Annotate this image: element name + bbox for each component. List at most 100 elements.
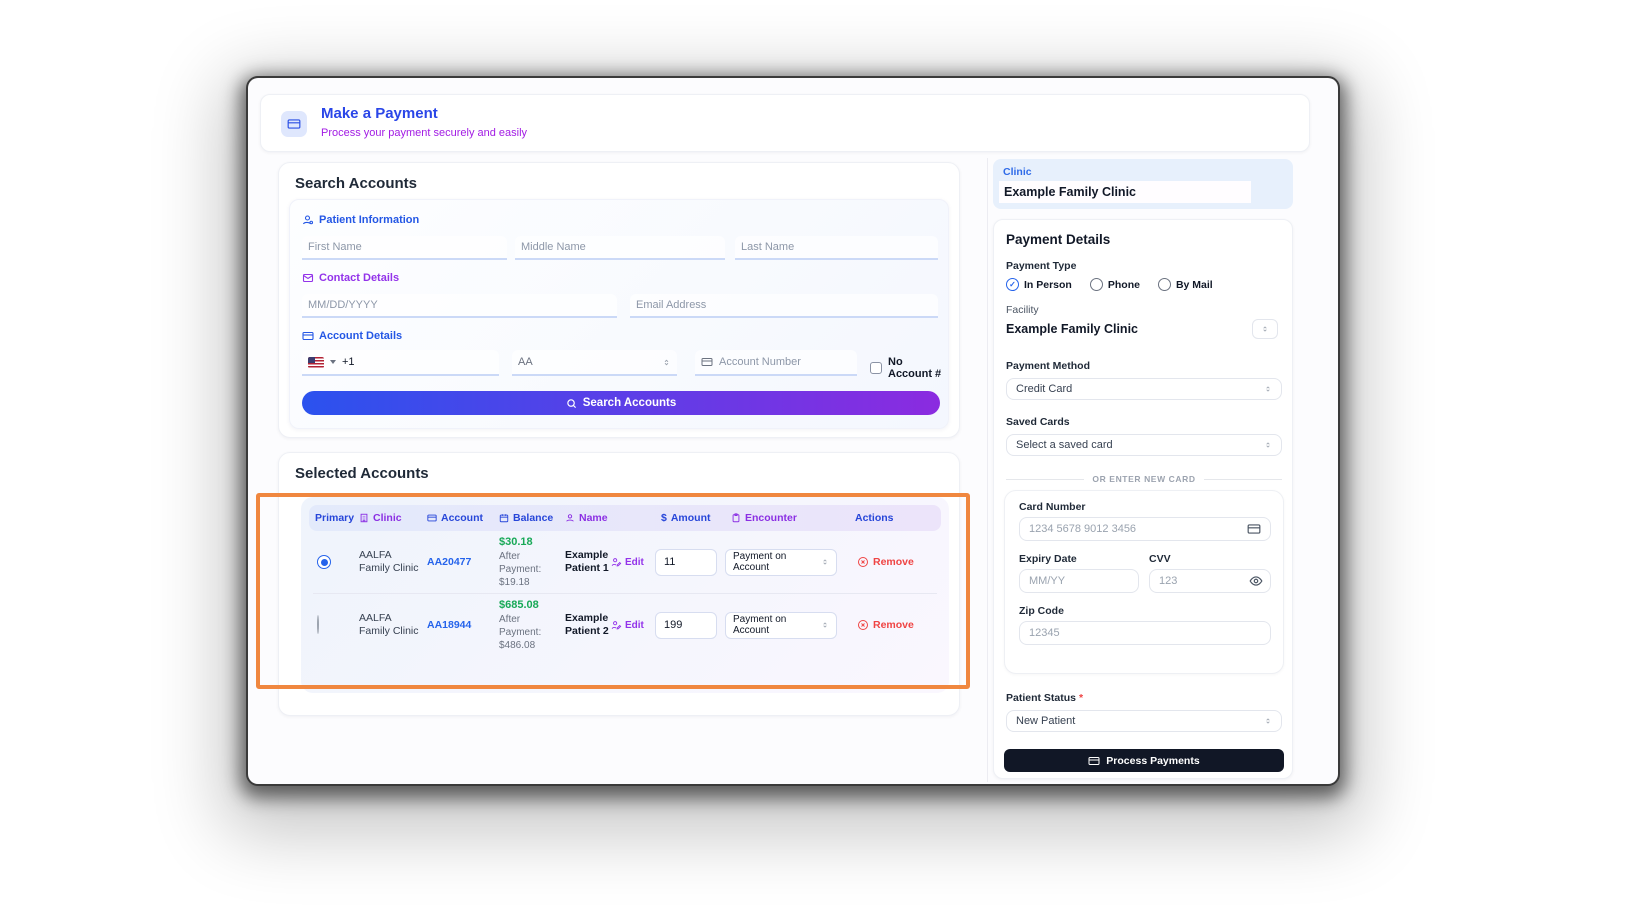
encounter-select[interactable]: Payment on Account xyxy=(725,611,837,639)
zip-label: Zip Code xyxy=(1019,605,1064,617)
row-divider xyxy=(313,593,937,594)
mail-icon xyxy=(302,272,314,284)
new-card-panel: Card Number Expiry Date CVV Zip Code xyxy=(1004,490,1284,674)
eye-icon[interactable] xyxy=(1249,574,1263,588)
phone-input[interactable]: +1 xyxy=(302,350,499,376)
payment-method-select[interactable]: Credit Card xyxy=(1006,378,1282,400)
phone-prefix: +1 xyxy=(342,356,355,368)
checkbox-icon[interactable] xyxy=(870,362,882,374)
saved-cards-select[interactable]: Select a saved card xyxy=(1006,434,1282,456)
page-header: Make a Payment Process your payment secu… xyxy=(260,94,1310,152)
payment-details-title: Payment Details xyxy=(1006,232,1111,247)
page-title: Make a Payment xyxy=(321,105,438,122)
col-clinic: Clinic xyxy=(353,512,421,524)
edit-icon xyxy=(611,557,622,568)
search-form: Patient Information Contact Details Acco… xyxy=(289,199,949,429)
patient-name-cell: Example Patient 2 xyxy=(565,611,609,637)
account-icon xyxy=(427,513,437,523)
card-number-input[interactable] xyxy=(1019,517,1271,541)
app-window: Make a Payment Process your payment secu… xyxy=(248,78,1338,784)
account-link[interactable]: AA20477 xyxy=(427,556,472,568)
facility-select[interactable] xyxy=(1252,319,1278,339)
selected-accounts-title: Selected Accounts xyxy=(295,465,429,482)
zip-input[interactable] xyxy=(1019,621,1271,645)
us-flag-icon[interactable] xyxy=(308,356,324,368)
edit-button[interactable]: Edit xyxy=(611,620,655,631)
patient-status-label: Patient Status * xyxy=(1006,692,1084,704)
search-accounts-title: Search Accounts xyxy=(295,175,417,192)
remove-button[interactable]: Remove xyxy=(843,619,941,631)
clinic-banner: Clinic Example Family Clinic xyxy=(993,159,1293,209)
last-name-input[interactable] xyxy=(735,236,938,260)
chevron-updown-icon xyxy=(662,358,671,367)
search-accounts-card: Search Accounts Patient Information Cont… xyxy=(278,162,960,438)
first-name-input[interactable] xyxy=(302,236,507,260)
radio-in-person[interactable]: ✓ In Person xyxy=(1006,278,1072,291)
chevron-down-icon xyxy=(330,360,336,364)
new-card-divider: OR ENTER NEW CARD xyxy=(1006,474,1282,484)
chevron-updown-icon xyxy=(821,558,829,566)
patient-information-label: Patient Information xyxy=(302,214,419,226)
remove-icon xyxy=(857,619,869,631)
email-input[interactable] xyxy=(630,294,938,318)
process-payments-button[interactable]: Process Payments xyxy=(1004,749,1284,772)
state-select[interactable]: AA xyxy=(512,350,677,376)
remove-button[interactable]: Remove xyxy=(843,556,941,568)
patient-icon xyxy=(302,214,314,226)
account-link[interactable]: AA18944 xyxy=(427,619,472,631)
primary-radio[interactable] xyxy=(317,555,331,569)
account-details-label: Account Details xyxy=(302,330,402,342)
payment-method-label: Payment Method xyxy=(1006,360,1091,372)
expiry-input[interactable] xyxy=(1019,569,1139,593)
name-icon xyxy=(565,513,575,523)
radio-icon xyxy=(1157,278,1171,291)
col-encounter: Encounter xyxy=(725,512,843,524)
col-primary: Primary xyxy=(315,512,355,524)
cvv-label: CVV xyxy=(1149,553,1171,565)
patient-name-cell: Example Patient 1 xyxy=(565,548,609,574)
col-actions: Actions xyxy=(855,512,894,524)
clinic-cell: AALFA Family Clinic xyxy=(359,548,419,574)
payment-card-icon xyxy=(281,111,307,137)
clinic-cell: AALFA Family Clinic xyxy=(359,611,419,637)
middle-name-input[interactable] xyxy=(515,236,725,260)
saved-cards-label: Saved Cards xyxy=(1006,416,1070,428)
amount-input[interactable] xyxy=(655,611,717,639)
clinic-label: Clinic xyxy=(1003,166,1032,178)
clinic-icon xyxy=(359,513,369,523)
radio-icon xyxy=(1089,278,1103,291)
search-icon xyxy=(566,398,577,409)
selected-accounts-card: Selected Accounts Primary Clinic Account… xyxy=(278,452,960,716)
payment-card-icon xyxy=(1088,755,1100,767)
payment-type-options: ✓ In Person Phone By Mail xyxy=(1006,278,1213,291)
primary-radio[interactable] xyxy=(317,615,319,634)
encounter-select[interactable]: Payment on Account xyxy=(725,548,837,576)
card-icon xyxy=(302,330,314,342)
radio-phone[interactable]: Phone xyxy=(1089,278,1140,291)
card-icon xyxy=(1247,522,1261,536)
encounter-icon xyxy=(731,513,741,523)
table-header-row: Primary Clinic Account Balance xyxy=(309,505,941,531)
no-account-checkbox[interactable]: No Account # xyxy=(870,356,948,380)
page-subtitle: Process your payment securely and easily xyxy=(321,127,528,139)
col-balance: Balance xyxy=(493,512,559,524)
card-number-label: Card Number xyxy=(1019,501,1086,513)
balance-cell: $30.18 After Payment: $19.18 xyxy=(499,536,542,588)
chevron-updown-icon xyxy=(1261,325,1269,333)
payment-details-card: Payment Details Payment Type ✓ In Person… xyxy=(993,219,1293,779)
radio-by-mail[interactable]: By Mail xyxy=(1157,278,1213,291)
amount-input[interactable] xyxy=(655,548,717,576)
edit-icon xyxy=(611,620,622,631)
account-number-input[interactable]: Account Number xyxy=(695,350,857,376)
col-name: Name xyxy=(559,512,655,524)
col-amount: $ Amount xyxy=(661,512,711,524)
payment-type-label: Payment Type xyxy=(1006,260,1077,272)
search-accounts-button[interactable]: Search Accounts xyxy=(302,391,940,415)
required-asterisk: * xyxy=(1078,692,1084,704)
dob-input[interactable] xyxy=(302,294,617,318)
balance-icon xyxy=(499,513,509,523)
patient-status-select[interactable]: New Patient xyxy=(1006,710,1282,732)
edit-button[interactable]: Edit xyxy=(611,557,655,568)
clinic-value: Example Family Clinic xyxy=(999,181,1251,203)
